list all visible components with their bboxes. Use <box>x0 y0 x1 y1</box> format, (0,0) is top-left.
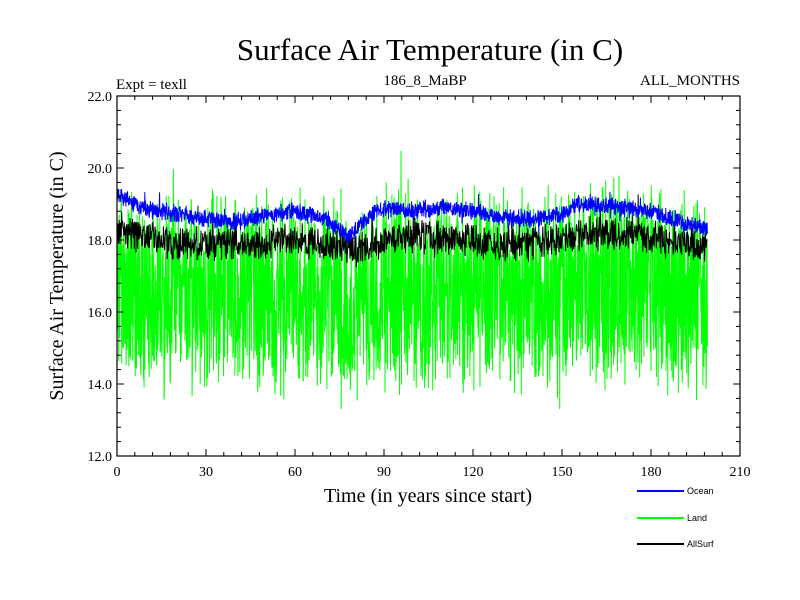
chart-title: Surface Air Temperature (in C) <box>237 32 623 67</box>
x-tick-label: 30 <box>199 465 213 480</box>
legend-label-land: Land <box>687 513 707 523</box>
subtitle-period: 186_8_MaBP <box>383 73 466 89</box>
series-line-ocean <box>117 188 708 245</box>
x-tick-label: 60 <box>288 465 302 480</box>
y-tick-label: 22.0 <box>88 90 113 105</box>
y-axis-label: Surface Air Temperature (in C) <box>46 151 68 400</box>
plot-frame <box>116 95 741 457</box>
x-tick-label: 120 <box>463 465 484 480</box>
y-tick-label: 12.0 <box>88 450 113 465</box>
x-axis-label: Time (in years since start) <box>324 485 532 507</box>
legend-label-ocean: Ocean <box>687 486 714 496</box>
series-line-allsurf <box>117 194 708 268</box>
x-tick-label: 180 <box>641 465 662 480</box>
x-tick-label: 210 <box>730 465 751 480</box>
legend-label-allsurf: AllSurf <box>687 539 714 549</box>
y-tick-label: 14.0 <box>88 378 113 393</box>
x-tick-label: 0 <box>114 465 121 480</box>
x-tick-label: 150 <box>552 465 573 480</box>
series-line-land <box>117 150 708 410</box>
series-layer <box>117 150 708 410</box>
legend: Ocean Land AllSurf <box>637 486 714 549</box>
y-tick-label: 16.0 <box>88 306 113 321</box>
subtitle-months: ALL_MONTHS <box>640 73 740 89</box>
axes-layer: 0 30 60 90 120 150 180 210 12.0 14.0 16.0 18.0 20.0 2… <box>88 90 751 480</box>
subtitle-experiment: Expt = texll <box>116 77 187 93</box>
y-tick-label: 20.0 <box>88 162 113 177</box>
y-tick-label: 18.0 <box>88 234 113 249</box>
x-tick-label: 90 <box>377 465 391 480</box>
